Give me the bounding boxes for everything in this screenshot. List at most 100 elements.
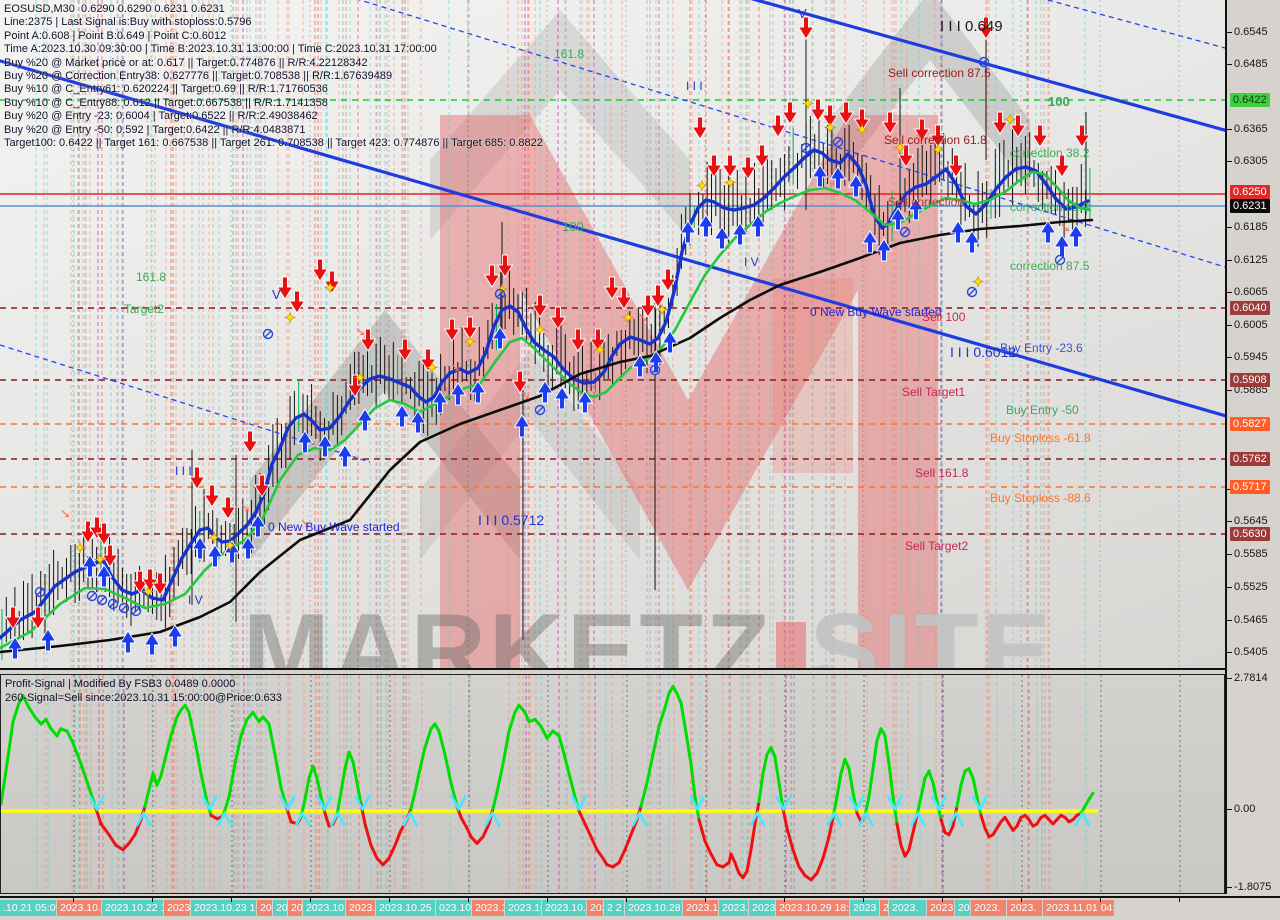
price-label: 0.5525 [1227, 581, 1268, 593]
time-tick [547, 896, 548, 902]
time-label: 2023.10 [683, 900, 718, 916]
price-label: 0.5645 [1227, 515, 1268, 527]
time-tick [1100, 896, 1101, 902]
main-chart-canvas[interactable]: ✦ ✦ ✦ ✦ ✦ ✦ ✦ ✦ ✦ ✦ ✦ ✦ ✦ ✦ ✦ ✦ ✦ ✦ ✦ ✦ ✦ ✦ ✦ ✦ ➘ ➘ ➘ ➘ ➘ ➘ ➘ ➘ ➘ MARKET… [0, 0, 1225, 670]
time-label: 2 [880, 900, 888, 916]
price-label: 0.6545 [1227, 26, 1268, 38]
price-badge-maroon: 0.6040 [1230, 301, 1270, 315]
svg-text:✦: ✦ [74, 540, 87, 557]
time-label: 023.10 [436, 900, 471, 916]
time-label: .10.21 05:00 [0, 900, 56, 916]
oscillator-scale-label: -1.8075 [1226, 881, 1272, 893]
time-tick [784, 896, 785, 902]
svg-text:✦: ✦ [656, 302, 669, 319]
svg-text:✦: ✦ [94, 552, 107, 569]
time-tick [389, 896, 390, 902]
price-label: 0.6305 [1227, 155, 1268, 167]
time-tick [863, 896, 864, 902]
time-label: 2023.10.2 [57, 900, 101, 916]
price-badge-green: 0.6422 [1230, 93, 1270, 107]
time-label: 2 2 [604, 900, 624, 916]
time-label: 20 [288, 900, 302, 916]
oscillator-scale-label: 2.7814 [1227, 672, 1268, 684]
time-tick [942, 896, 943, 902]
watermark-brand: MARKETZ SITE [243, 592, 1054, 670]
watermark-brand-left: MARKETZ [243, 593, 773, 670]
price-label: 0.6125 [1227, 254, 1268, 266]
time-label: 2023. [164, 900, 190, 916]
time-label: 2023 [850, 900, 879, 916]
svg-text:➘: ➘ [915, 130, 926, 145]
time-tick [705, 896, 706, 902]
oscillator-title: Profit-Signal | Modified By FSB3 0.0489 … [5, 678, 236, 690]
time-tick [1179, 896, 1180, 902]
price-label: 0.6005 [1227, 319, 1268, 331]
time-label: 2023.10.23 16 [191, 900, 256, 916]
svg-text:➘: ➘ [520, 388, 531, 403]
svg-text:✦: ✦ [1004, 112, 1017, 129]
time-label: 2023. [971, 900, 1006, 916]
time-tick [310, 896, 311, 902]
svg-text:✦: ✦ [622, 310, 635, 327]
price-badge-red: 0.6250 [1230, 185, 1270, 199]
time-label: 2023 [927, 900, 954, 916]
price-label: 0.5465 [1227, 614, 1268, 626]
time-label: 2023.10 [303, 900, 345, 916]
svg-text:➘: ➘ [1060, 220, 1071, 235]
svg-text:✦: ✦ [426, 360, 439, 377]
svg-text:✦: ✦ [534, 322, 547, 339]
svg-text:✦: ✦ [354, 370, 367, 387]
time-label: 20 [955, 900, 970, 916]
time-tick [1021, 896, 1022, 902]
svg-text:➘: ➘ [638, 310, 649, 325]
time-label: 2023.1 [472, 900, 504, 916]
svg-text:✦: ✦ [208, 530, 221, 547]
price-label: 0.6185 [1227, 221, 1268, 233]
time-label: 2023. [889, 900, 926, 916]
svg-text:➘: ➘ [450, 360, 461, 375]
price-label: 0.5945 [1227, 351, 1268, 363]
time-label: 202 [273, 900, 287, 916]
price-chart: ✦✦✦✦ ✦✦✦✦✦✦✦✦✦✦ ✦✦ ✦✦✦ ✦✦ ✦✦✦➘ ➘➘➘➘➘➘➘➘ [0, 0, 1225, 668]
time-tick [152, 896, 153, 902]
svg-text:✦: ✦ [696, 178, 709, 195]
oscillator-scale-label: 0.00 [1226, 803, 1256, 815]
watermark-brand-right: SITE [810, 593, 1054, 670]
svg-text:✦: ✦ [464, 334, 477, 351]
time-label: 2023.10.22 1 [102, 900, 163, 916]
time-axis-line [0, 896, 1280, 898]
svg-text:✦: ✦ [224, 538, 237, 555]
price-badge-maroon: 0.5630 [1230, 527, 1270, 541]
price-label: 0.5585 [1227, 548, 1268, 560]
price-axis[interactable]: 0.6545 0.6485 0.6365 0.6305 0.6185 0.6125 0.60… [1225, 0, 1280, 894]
oscillator-panel[interactable]: Profit-Signal | Modified By FSB3 0.0489 … [0, 674, 1225, 894]
oscillator-chart [1, 675, 1181, 893]
watermark-logo-block [776, 622, 807, 668]
price-label: 0.5885 [1227, 384, 1268, 396]
price-badge-orange: 0.5717 [1230, 480, 1270, 494]
svg-text:➘: ➘ [300, 516, 311, 531]
price-label: 0.6365 [1227, 123, 1268, 135]
svg-text:✦: ✦ [594, 342, 607, 359]
svg-text:✦: ✦ [142, 584, 155, 601]
time-label: 2023.10 [505, 900, 541, 916]
price-badge-orange: 0.5827 [1230, 417, 1270, 431]
time-label: 2023. [749, 900, 775, 916]
time-tick [73, 896, 74, 902]
time-label: 2023.10.28 0 [625, 900, 682, 916]
time-tick [231, 896, 232, 902]
svg-text:✦: ✦ [972, 274, 985, 291]
oscillator-signal-status: 260-Signal=Sell since:2023.10.31 15:00:0… [5, 692, 282, 704]
time-label: 202 [587, 900, 603, 916]
price-label: 0.6065 [1227, 286, 1268, 298]
svg-text:✦: ✦ [284, 310, 297, 327]
price-badge-maroon: 0.5762 [1230, 452, 1270, 466]
svg-text:✦: ✦ [324, 280, 337, 297]
time-label: 2023. [1007, 900, 1042, 916]
svg-text:✦: ✦ [856, 122, 869, 139]
time-tick [468, 896, 469, 902]
svg-text:➘: ➘ [240, 500, 251, 515]
price-badge-black: 0.6231 [1230, 199, 1270, 213]
